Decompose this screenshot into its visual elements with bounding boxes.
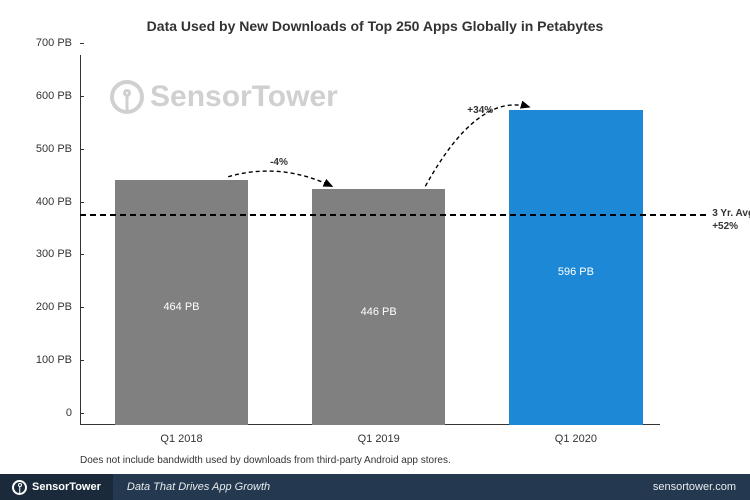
footer-tagline: Data That Drives App Growth xyxy=(113,481,270,493)
change-arrows xyxy=(80,55,660,425)
change-percent-label: +34% xyxy=(467,105,493,116)
y-tick: 600 PB xyxy=(36,90,80,102)
y-tick: 700 PB xyxy=(36,37,80,49)
chart-title: Data Used by New Downloads of Top 250 Ap… xyxy=(0,0,750,34)
footer-url: sensortower.com xyxy=(653,481,750,493)
footer-brand: SensorTower xyxy=(0,474,113,500)
x-category-label: Q1 2020 xyxy=(555,425,597,445)
y-tick: 100 PB xyxy=(36,354,80,366)
y-tick: 200 PB xyxy=(36,301,80,313)
footer-brand-text: SensorTower xyxy=(32,481,101,493)
y-tick: 300 PB xyxy=(36,248,80,260)
change-percent-label: -4% xyxy=(270,157,288,168)
chart-container: Data Used by New Downloads of Top 250 Ap… xyxy=(0,0,750,500)
y-tick: 0 xyxy=(66,407,80,419)
x-category-label: Q1 2019 xyxy=(358,425,400,445)
plot-area: SensorTower 0100 PB200 PB300 PB400 PB500… xyxy=(80,55,660,425)
y-tick: 400 PB xyxy=(36,196,80,208)
average-label: 3 Yr. Avg. +52% xyxy=(712,207,750,233)
avg-label-line2: +52% xyxy=(712,220,750,233)
footnote: Does not include bandwidth used by downl… xyxy=(80,455,451,466)
footer-bar: SensorTower Data That Drives App Growth … xyxy=(0,474,750,500)
avg-label-line1: 3 Yr. Avg. xyxy=(712,207,750,220)
sensortower-footer-icon xyxy=(12,480,27,495)
x-category-label: Q1 2018 xyxy=(160,425,202,445)
y-tick: 500 PB xyxy=(36,143,80,155)
